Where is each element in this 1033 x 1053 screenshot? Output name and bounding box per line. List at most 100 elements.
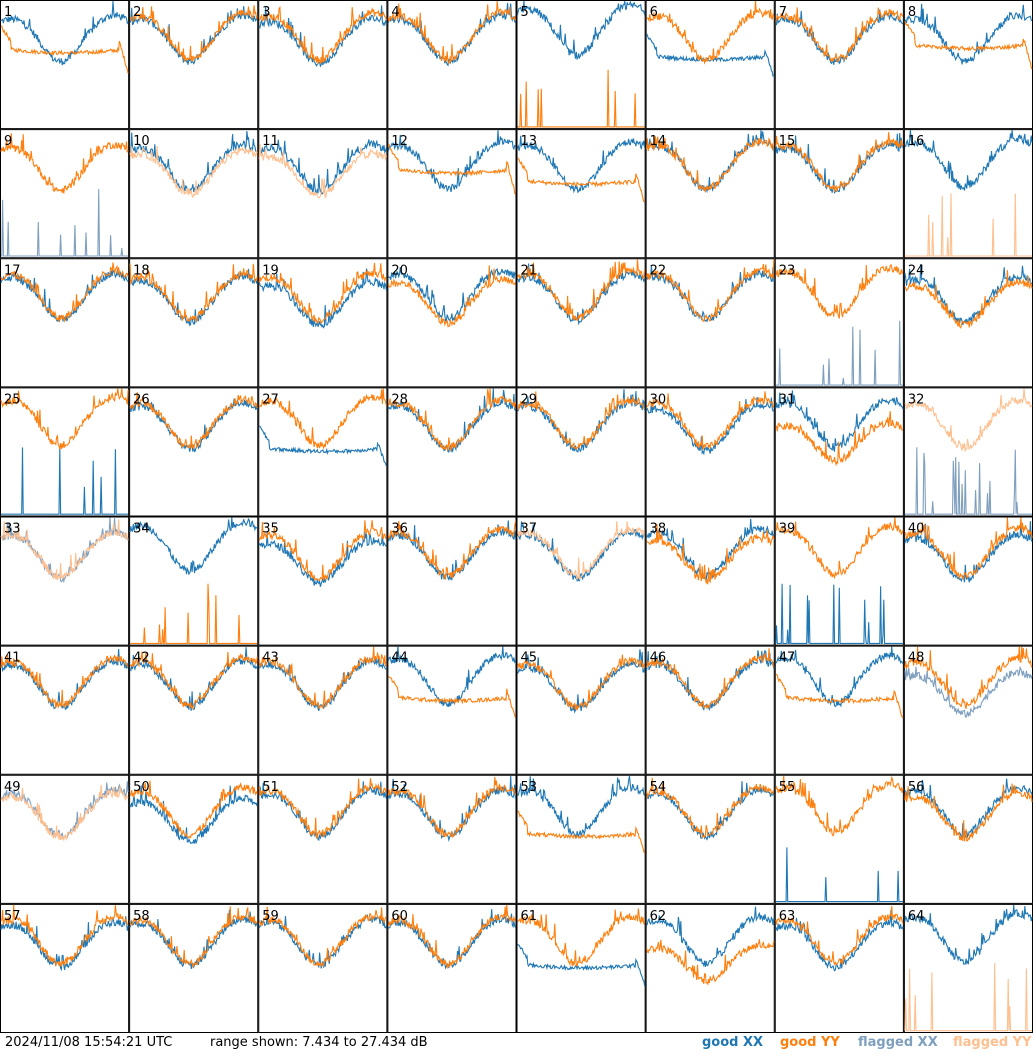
series-yy: [904, 963, 1032, 1032]
series-yy: [0, 654, 129, 710]
panel-frame: [258, 774, 388, 904]
series-yy: [258, 778, 387, 839]
panel-63: 63: [774, 903, 904, 1033]
panel-label: 58: [133, 909, 150, 924]
panel-16: 16: [903, 129, 1033, 259]
series-xx: [516, 135, 646, 194]
panel-label: 8: [908, 5, 916, 20]
panel-label: 54: [650, 780, 667, 795]
panel-label: 17: [4, 263, 21, 278]
series-xx: [646, 781, 775, 841]
panel-label: 26: [133, 392, 150, 407]
panel-label: 5: [521, 5, 529, 20]
series-yy: [129, 5, 258, 62]
panel-42: 42: [129, 645, 259, 775]
panel-23: 23: [774, 258, 904, 388]
series-yy: [775, 905, 904, 966]
series-xx: [904, 3, 1033, 65]
panel-label: 13: [521, 134, 538, 149]
panel-label: 59: [262, 909, 279, 924]
panel-label: 37: [521, 522, 538, 537]
panel-label: 47: [779, 651, 796, 666]
panel-58: 58: [129, 903, 259, 1033]
panel-35: 35: [258, 516, 388, 646]
series-yy: [387, 776, 517, 839]
panel-label: 32: [908, 392, 925, 407]
legend-good-yy: good YY: [780, 1035, 840, 1050]
panel-label: 60: [391, 909, 408, 924]
series-yy: [646, 524, 775, 585]
series-yy: [258, 646, 387, 710]
series-yy: [388, 388, 517, 452]
series-yy: [646, 136, 775, 194]
panel-label: 35: [262, 522, 279, 537]
series-yy: [904, 646, 1033, 709]
panel-label: 38: [650, 522, 667, 537]
range-text: range shown: 7.434 to 27.434 dB: [210, 1035, 428, 1050]
panel-19: 19: [258, 258, 388, 388]
series-yy: [258, 388, 387, 450]
panel-label: 28: [391, 392, 408, 407]
panel-label: 6: [650, 5, 658, 20]
series-xx: [646, 906, 775, 968]
series-xx: [0, 916, 129, 972]
panel-frame: [645, 903, 775, 1033]
panel-1: 1: [0, 0, 130, 130]
series-yy: [517, 908, 646, 967]
panel-20: 20: [387, 258, 517, 388]
legend-flagged-yy: flagged YY: [953, 1035, 1032, 1050]
series-yy: [904, 270, 1033, 329]
series-yy: [646, 777, 775, 839]
panel-label: 27: [262, 392, 279, 407]
panel-frame: [0, 129, 130, 259]
panel-frame: [129, 516, 259, 646]
panel-41: 41: [0, 645, 130, 775]
panel-label: 31: [779, 392, 796, 407]
panel-label: 9: [4, 134, 12, 149]
panel-label: 51: [262, 780, 279, 795]
series-yy: [775, 411, 904, 467]
panel-43: 43: [258, 645, 388, 775]
panel-label: 22: [650, 263, 667, 278]
panel-14: 14: [645, 129, 775, 259]
panel-34: 34: [129, 516, 259, 646]
panel-44: 44: [387, 645, 517, 775]
panel-label: 19: [262, 263, 279, 278]
panel-label: 23: [779, 263, 796, 278]
panel-25: 25: [0, 387, 130, 517]
series-yy: [517, 157, 645, 203]
panel-label: 55: [779, 780, 796, 795]
series-yy: [388, 143, 516, 195]
series-yy: [904, 783, 1033, 842]
series-xx: [129, 785, 258, 845]
panel-frame: [903, 903, 1033, 1033]
panel-label: 61: [521, 909, 538, 924]
panel-label: 11: [262, 134, 279, 149]
panel-11: 11: [258, 129, 388, 259]
panel-label: 48: [908, 651, 925, 666]
panel-37: 37: [516, 516, 646, 646]
panel-30: 30: [645, 387, 775, 517]
series-xx: [646, 397, 775, 456]
panel-label: 33: [4, 522, 21, 537]
panel-label: 52: [391, 780, 408, 795]
series-yy: [646, 0, 775, 65]
series-xx: [387, 388, 516, 454]
series-yy: [258, 906, 387, 968]
panel-frame: [903, 129, 1033, 259]
panel-label: 53: [521, 780, 538, 795]
series-yy: [258, 520, 387, 582]
panel-frame: [774, 774, 904, 904]
panel-56: 56: [903, 774, 1033, 904]
panel-label: 2: [133, 5, 141, 20]
series-yy: [129, 263, 258, 323]
panel-24: 24: [903, 258, 1033, 388]
series-yy: [129, 651, 258, 711]
series-xx: [516, 521, 645, 582]
legend-flagged-xx: flagged XX: [858, 1035, 938, 1050]
series-xx: [775, 646, 904, 708]
panel-frame: [258, 645, 388, 775]
panel-31: 31: [774, 387, 904, 517]
panel-57: 57: [0, 903, 130, 1033]
panel-label: 42: [133, 651, 150, 666]
